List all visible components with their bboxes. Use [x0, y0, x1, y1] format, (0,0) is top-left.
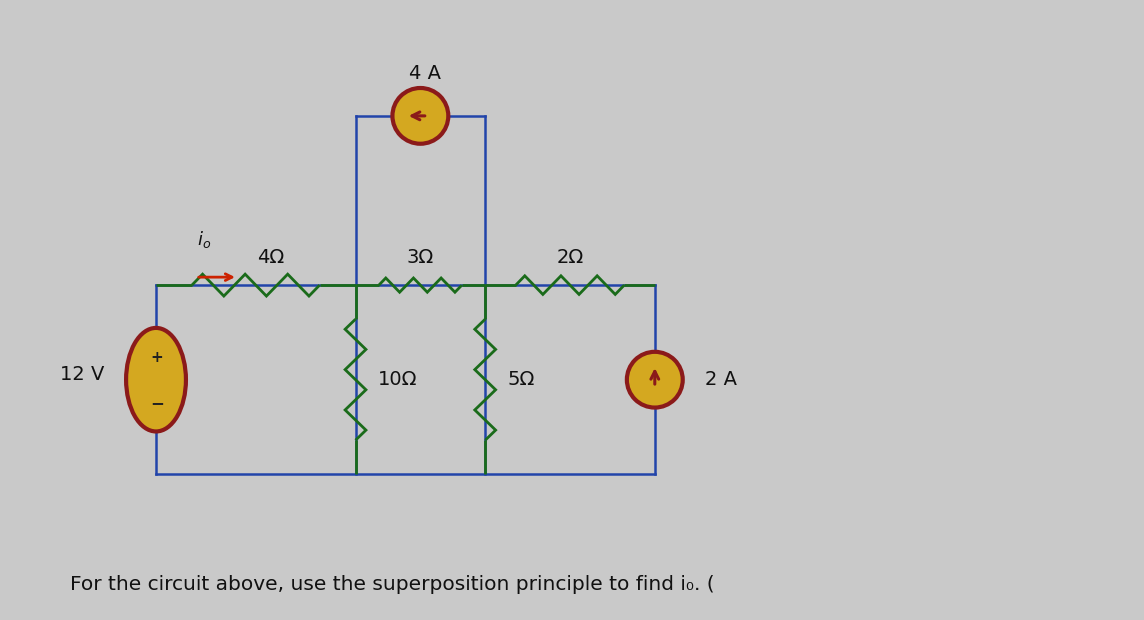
Text: 4Ω: 4Ω [257, 248, 285, 267]
Text: $\mathit{i_o}$: $\mathit{i_o}$ [197, 229, 210, 250]
Text: −: − [150, 394, 164, 412]
Text: For the circuit above, use the superposition principle to find i₀. (: For the circuit above, use the superposi… [70, 575, 715, 594]
Ellipse shape [126, 328, 186, 432]
Text: 5Ω: 5Ω [507, 370, 534, 389]
Text: +: + [151, 350, 164, 365]
Circle shape [392, 88, 448, 144]
Text: 4 A: 4 A [410, 64, 442, 83]
Text: 3Ω: 3Ω [407, 248, 434, 267]
Text: 2Ω: 2Ω [556, 248, 583, 267]
Text: 12 V: 12 V [59, 365, 104, 384]
Text: 2 A: 2 A [705, 370, 737, 389]
Text: 10Ω: 10Ω [378, 370, 416, 389]
Circle shape [627, 352, 683, 407]
